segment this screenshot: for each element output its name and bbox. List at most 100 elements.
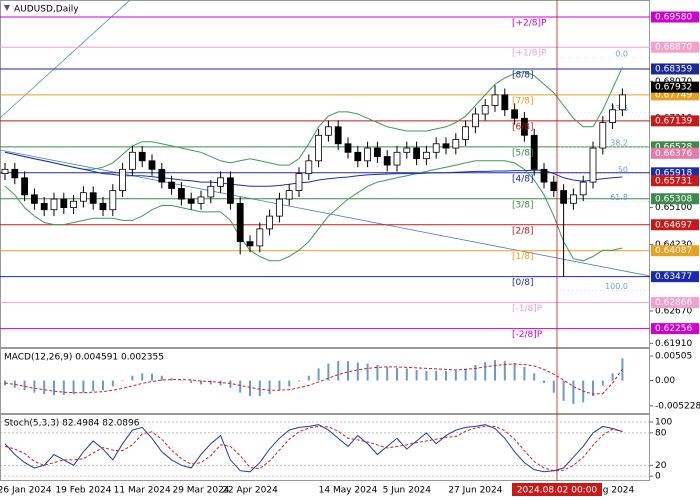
stoch-line bbox=[4, 425, 623, 472]
candle-body bbox=[315, 134, 323, 162]
level-name: [6/8] bbox=[512, 122, 534, 132]
fib-label: 61.8 bbox=[610, 193, 628, 202]
indicator-line bbox=[4, 160, 623, 262]
macd-bar bbox=[151, 373, 153, 381]
candle-body bbox=[21, 177, 29, 196]
candle-body bbox=[393, 151, 401, 166]
macd-bar bbox=[62, 380, 65, 396]
level-price: 0.64697 bbox=[655, 220, 692, 230]
macd-bar bbox=[552, 380, 555, 393]
level-box bbox=[651, 115, 699, 127]
x-tick-label: 22 Apr 2024 bbox=[222, 486, 278, 496]
fib-label: 100.0 bbox=[605, 282, 628, 291]
macd-bar bbox=[464, 368, 467, 381]
macd-bar bbox=[307, 375, 310, 381]
x-tick-label: 27 Jun 2024 bbox=[448, 486, 502, 496]
stoch-panel bbox=[0, 414, 650, 481]
level-price: 0.65308 bbox=[655, 194, 692, 204]
x-tick-label: 14 May 2024 bbox=[319, 486, 378, 496]
macd-bar bbox=[543, 380, 545, 383]
candle-body bbox=[540, 168, 548, 183]
macd-bar bbox=[445, 370, 447, 381]
macd-bar bbox=[190, 380, 193, 383]
y-tick-label: 0.61910 bbox=[655, 339, 692, 349]
macd-bar bbox=[141, 373, 144, 381]
price-label: 0.65731 bbox=[655, 176, 692, 186]
candle-body bbox=[187, 198, 195, 204]
candle-body bbox=[491, 94, 499, 106]
candle-body bbox=[383, 156, 391, 166]
level-price: 0.64087 bbox=[655, 246, 692, 256]
macd-bar bbox=[209, 380, 212, 385]
candle-body bbox=[70, 200, 77, 209]
macd-bar bbox=[337, 361, 340, 381]
level-box bbox=[651, 63, 699, 75]
candle-body bbox=[285, 190, 293, 200]
level-name: [2/8] bbox=[512, 226, 534, 236]
candle-body bbox=[413, 147, 421, 160]
stoch-title: Stoch(5,3,3) 82.4984 82.0896 bbox=[4, 419, 140, 429]
candle-body bbox=[511, 109, 519, 119]
macd-bar bbox=[327, 363, 330, 381]
y-tick-label: 0.65100 bbox=[655, 203, 692, 213]
level-box bbox=[651, 297, 699, 309]
macd-bar bbox=[4, 380, 6, 386]
candle-body bbox=[530, 134, 538, 170]
price-box bbox=[651, 175, 699, 187]
candle-body bbox=[89, 192, 97, 204]
level-price: 0.67749 bbox=[655, 90, 692, 100]
macd-bar bbox=[494, 360, 496, 381]
candle-body bbox=[236, 202, 244, 243]
level-name: [5/8] bbox=[512, 148, 534, 158]
y-tick-label: 80 bbox=[655, 428, 667, 438]
macd-bar bbox=[13, 380, 16, 388]
candle-body bbox=[30, 194, 38, 204]
candle-body bbox=[354, 151, 362, 162]
candle-body bbox=[11, 168, 19, 179]
candle-body bbox=[217, 177, 225, 187]
price-box bbox=[651, 81, 699, 93]
candle-body bbox=[579, 181, 587, 196]
macd-bar bbox=[23, 380, 26, 391]
macd-bar bbox=[239, 380, 242, 393]
level-name: [+1/8]P bbox=[512, 49, 547, 59]
level-box bbox=[651, 271, 699, 283]
candle-body bbox=[60, 198, 68, 209]
macd-bar bbox=[33, 380, 36, 393]
fib-label: 0.0 bbox=[615, 49, 628, 58]
fib-label: 38.2 bbox=[610, 138, 628, 147]
candle-body bbox=[275, 198, 283, 217]
level-price: 0.62256 bbox=[655, 324, 692, 334]
macd-title: MACD(12,26,9) 0.004591 0.002355 bbox=[4, 353, 164, 363]
candle-body bbox=[138, 151, 146, 162]
candle-body bbox=[226, 177, 234, 204]
level-price: 0.65918 bbox=[655, 168, 692, 178]
level-box bbox=[651, 245, 699, 257]
candle-body bbox=[599, 122, 607, 149]
macd-bar bbox=[111, 380, 114, 387]
macd-bar bbox=[386, 366, 389, 381]
macd-bar bbox=[72, 380, 75, 395]
candle-body bbox=[442, 143, 450, 149]
candle-body bbox=[619, 94, 626, 111]
candle-body bbox=[481, 105, 489, 115]
indicator-line bbox=[4, 66, 623, 170]
candle-body bbox=[570, 194, 577, 204]
level-name: [0/8] bbox=[512, 278, 534, 288]
level-price: 0.63477 bbox=[655, 272, 692, 282]
candle-body bbox=[50, 198, 58, 211]
candle-body bbox=[168, 181, 176, 189]
x-tick-label: 5 Jun 2024 bbox=[383, 486, 432, 496]
crosshair-label: 2024.08.02 00:00 bbox=[517, 486, 598, 496]
candle-body bbox=[373, 147, 381, 157]
macd-bar bbox=[43, 380, 46, 395]
macd-bar bbox=[356, 362, 359, 381]
macd-bar bbox=[425, 370, 428, 381]
candle-body bbox=[521, 117, 528, 136]
candle-body bbox=[246, 241, 254, 247]
macd-bar bbox=[415, 369, 418, 381]
candle-body bbox=[40, 202, 48, 211]
macd-bar bbox=[435, 370, 438, 381]
